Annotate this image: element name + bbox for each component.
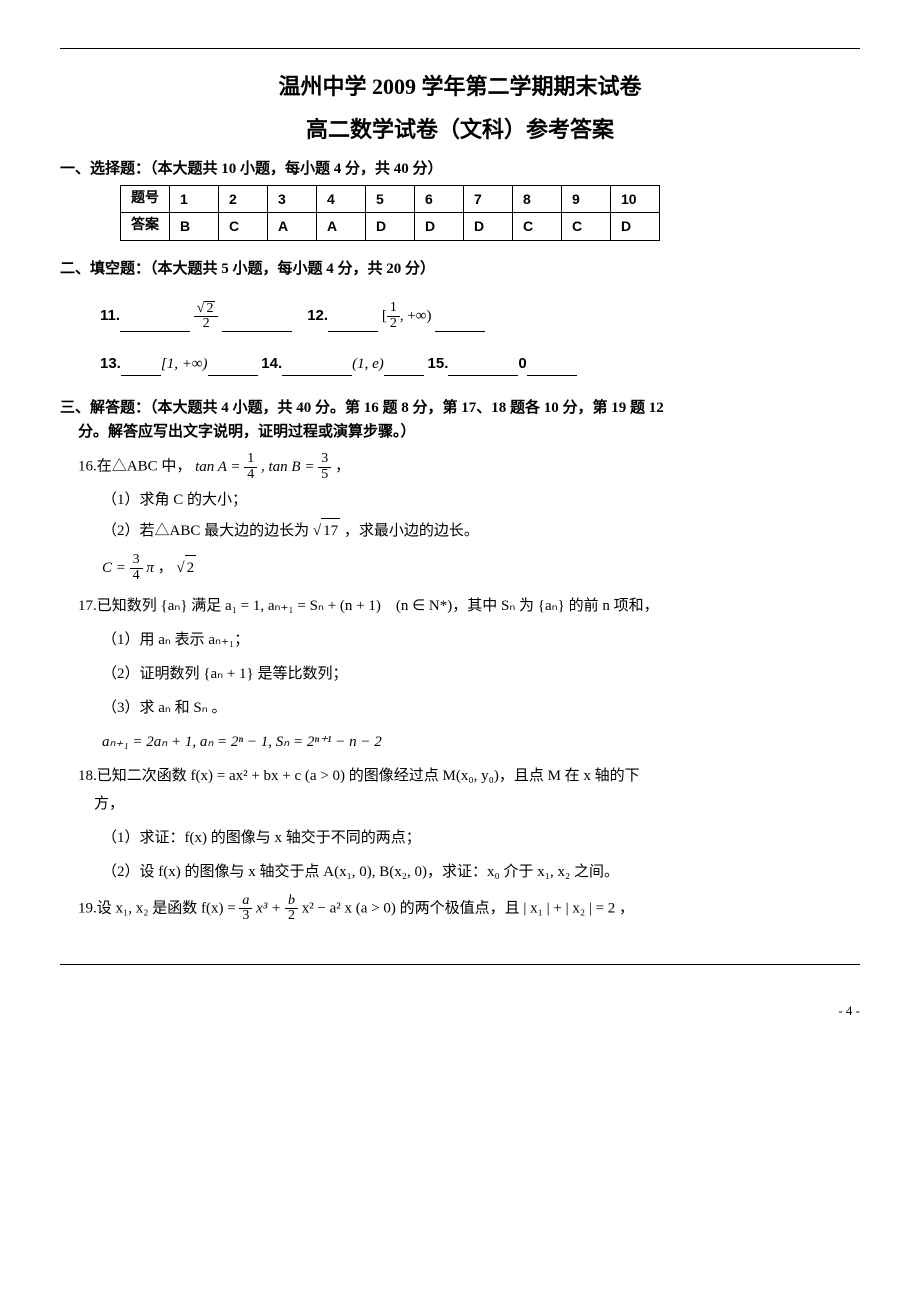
cell: 3 xyxy=(268,185,317,212)
answer-table: 题号 1 2 3 4 5 6 7 8 9 10 答案 B C A A D D D… xyxy=(120,185,660,241)
q19-text-a: 19.设 x₁, x₂ 是函数 f(x) = xyxy=(78,900,239,916)
q19-frac1: a3 xyxy=(239,894,252,924)
q17-answer: aₙ₊₁ = 2aₙ + 1, aₙ = 2ⁿ − 1, Sₙ = 2ⁿ⁺¹ −… xyxy=(102,730,860,754)
q16-tanA: tan A = 14 xyxy=(195,459,261,475)
blank-15b xyxy=(527,353,577,376)
q16-text-a: 16.在△ABC 中， xyxy=(78,459,191,475)
header-rule xyxy=(60,48,860,49)
answer-14: (1, e) xyxy=(352,356,384,372)
cell: C xyxy=(219,213,268,240)
sub-title: 高二数学试卷（文科）参考答案 xyxy=(60,112,860,147)
q17-part3: （3）求 aₙ 和 Sₙ 。 xyxy=(102,696,860,720)
cell: A xyxy=(317,213,366,240)
q18-part1: （1）求证：f(x) 的图像与 x 轴交于不同的两点； xyxy=(102,826,860,850)
q11-label: 11. xyxy=(100,307,120,324)
cell: D xyxy=(415,213,464,240)
fill-row-1: 11. √2 2 12. [12, +∞) xyxy=(100,301,860,332)
q12-label: 12. xyxy=(307,307,328,324)
cell: D xyxy=(464,213,513,240)
q17-part1: （1）用 aₙ 表示 aₙ₊₁； xyxy=(102,628,860,652)
q16-p2-end: ，求最小边的边长。 xyxy=(344,523,479,539)
q13-label: 13. xyxy=(100,355,121,372)
blank-15a xyxy=(448,353,518,376)
q16-stem: 16.在△ABC 中， tan A = 14 , tan B = 35 ， xyxy=(78,452,860,482)
blank-13a xyxy=(121,353,161,376)
q16-p2-text: （2）若△ABC 最大边的边长为 xyxy=(102,523,309,539)
q16-tanB: tan B = 35 xyxy=(269,459,335,475)
cell: A xyxy=(268,213,317,240)
q18-part2: （2）设 f(x) 的图像与 x 轴交于点 A(x₁, 0), B(x₂, 0)… xyxy=(102,860,860,884)
sqrt-icon: √2 xyxy=(197,301,216,317)
cell: C xyxy=(513,213,562,240)
blank-11b xyxy=(222,309,292,332)
q14-label: 14. xyxy=(261,355,282,372)
footer-rule xyxy=(60,964,860,965)
q16-part1: （1）求角 C 的大小； xyxy=(102,488,860,512)
cell: B xyxy=(170,213,219,240)
sqrt-2-icon: √2 xyxy=(176,555,196,580)
section-3-heading-a: 三、解答题：（本大题共 4 小题，共 40 分。第 16 题 8 分，第 17、… xyxy=(60,396,860,420)
q16-end: ， xyxy=(335,459,350,475)
q17-text: 17.已知数列 {aₙ} 满足 a₁ = 1, aₙ₊₁ = Sₙ + (n +… xyxy=(78,598,659,614)
cell: D xyxy=(611,213,660,240)
section-1-heading: 一、选择题：（本大题共 10 小题，每小题 4 分，共 40 分） xyxy=(60,157,860,181)
cell: 2 xyxy=(219,185,268,212)
main-title: 温州中学 2009 学年第二学期期末试卷 xyxy=(60,69,860,104)
blank-11a xyxy=(120,309,190,332)
q16-answer: C = 34 π ， √2 xyxy=(102,553,860,583)
cell: 5 xyxy=(366,185,415,212)
q19-x3: x³ + xyxy=(256,900,285,916)
table-row: 题号 1 2 3 4 5 6 7 8 9 10 xyxy=(121,185,660,212)
blank-14a xyxy=(282,353,352,376)
blank-14b xyxy=(384,353,424,376)
cell: 4 xyxy=(317,185,366,212)
answer-11: √2 2 xyxy=(194,301,219,332)
cell: 10 xyxy=(611,185,660,212)
blank-13b xyxy=(208,353,258,376)
q17-part2: （2）证明数列 {aₙ + 1} 是等比数列； xyxy=(102,662,860,686)
q19-frac2: b2 xyxy=(285,894,298,924)
q16-part2: （2）若△ABC 最大边的边长为 √17 ，求最小边的边长。 xyxy=(102,518,860,543)
q19-stem: 19.设 x₁, x₂ 是函数 f(x) = a3 x³ + b2 x² − a… xyxy=(78,894,860,924)
answer-12: [12, +∞) xyxy=(382,308,432,324)
section-3-heading-b: 分。解答应写出文字说明，证明过程或演算步骤。） xyxy=(78,420,860,444)
answer-13: [1, +∞) xyxy=(161,356,208,372)
q17-stem: 17.已知数列 {aₙ} 满足 a₁ = 1, aₙ₊₁ = Sₙ + (n +… xyxy=(78,594,860,618)
q15-label: 15. xyxy=(428,355,449,372)
q18-stem-b: 方， xyxy=(94,792,860,816)
cell: 9 xyxy=(562,185,611,212)
fill-row-2: 13. [1, +∞) 14. (1, e) 15. 0 xyxy=(100,352,860,376)
answer-15: 0 xyxy=(518,355,526,372)
page-number: - 4 - xyxy=(60,995,860,1022)
q19-tail: x² − a² x (a > 0) 的两个极值点，且 | x₁ | + | x₂… xyxy=(302,900,634,916)
blank-12b xyxy=(435,309,485,332)
section-2-heading: 二、填空题：（本大题共 5 小题，每小题 4 分，共 20 分） xyxy=(60,257,860,281)
cell: 题号 xyxy=(121,185,170,212)
cell: D xyxy=(366,213,415,240)
comma: , xyxy=(261,459,269,475)
sqrt-17-icon: √17 xyxy=(313,518,340,543)
cell: 答案 xyxy=(121,213,170,240)
cell: C xyxy=(562,213,611,240)
cell: 7 xyxy=(464,185,513,212)
blank-12a xyxy=(328,309,378,332)
cell: 1 xyxy=(170,185,219,212)
q18-stem-a: 18.已知二次函数 f(x) = ax² + bx + c (a > 0) 的图… xyxy=(78,764,860,788)
cell: 8 xyxy=(513,185,562,212)
table-row: 答案 B C A A D D D C C D xyxy=(121,213,660,240)
cell: 6 xyxy=(415,185,464,212)
